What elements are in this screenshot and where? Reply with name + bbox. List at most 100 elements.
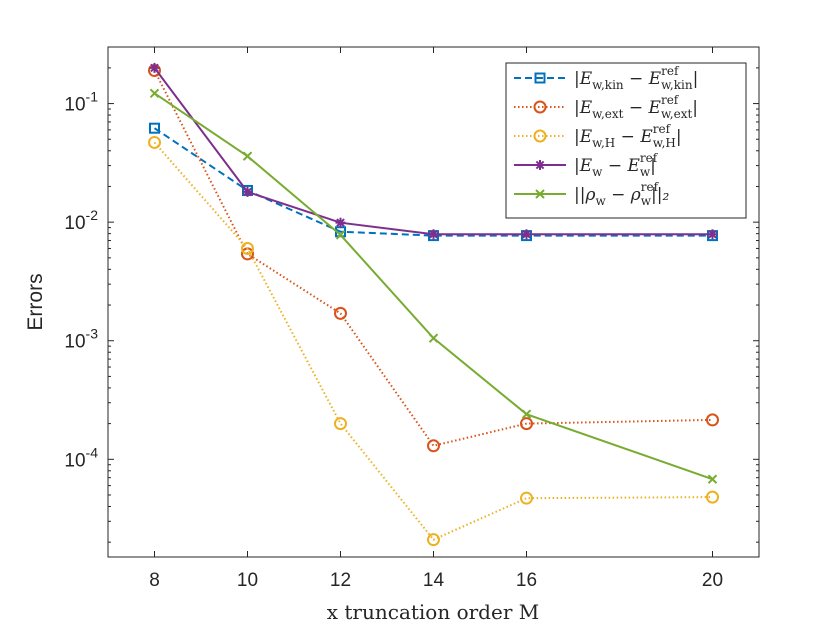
legend-label-part: w — [595, 194, 606, 208]
legend-label-part: ref — [661, 64, 680, 78]
x-tick-label: 8 — [149, 570, 160, 591]
series-circle — [148, 135, 719, 547]
y-tick-exponent: -3 — [86, 326, 99, 342]
legend-label-part: ref — [641, 180, 660, 194]
y-tick-base: 10 — [64, 332, 85, 353]
y-tick-base: 10 — [64, 95, 85, 116]
data-point-marker — [706, 413, 719, 427]
legend-label-part: w,ext — [592, 107, 624, 121]
data-point-marker — [334, 306, 347, 320]
data-point-marker — [335, 230, 346, 240]
x-tick-label: 16 — [516, 570, 537, 591]
legend-label: |Ew,ext − Eref w,ext| — [574, 93, 698, 121]
series-line — [153, 70, 713, 447]
y-axis-label: Errors — [24, 273, 47, 330]
legend-label: |Ew − Eref w| — [574, 151, 659, 179]
legend: |Ew,kin − Eref w,kin||Ew,ext − Eref w,ext|… — [505, 62, 747, 219]
y-tick-label: 10-1 — [64, 89, 98, 116]
data-point-marker — [706, 490, 719, 504]
data-point-marker — [533, 129, 547, 143]
legend-entry: |Ew,kin − Eref w,kin| — [514, 64, 698, 92]
legend-label: |Ew,H − Eref w,H| — [574, 122, 682, 150]
series-asterisk — [149, 62, 718, 240]
legend-entry: |Ew,ext − Eref w,ext| — [514, 93, 698, 121]
x-axis-label: x truncation order M — [327, 600, 539, 624]
data-point-marker — [242, 186, 253, 197]
series-line — [153, 127, 713, 237]
legend-label-part: w,kin — [592, 78, 624, 92]
legend-label-part: |E — [574, 69, 593, 89]
y-tick-exponent: -4 — [86, 444, 99, 460]
x-tick-label: 14 — [423, 570, 445, 591]
legend-label-part: w,ext — [661, 107, 693, 121]
legend-label-part: ref — [640, 151, 659, 165]
legend-label-part: | — [650, 156, 656, 176]
data-point-marker — [428, 333, 439, 343]
legend-label-part: − ρ — [606, 185, 641, 205]
legend-label-part: w,kin — [661, 78, 693, 92]
y-axis: 10-410-310-210-1 — [64, 67, 759, 543]
data-point-marker — [533, 100, 547, 114]
legend-label-part: | — [693, 69, 699, 89]
legend-label-part: ref — [653, 122, 672, 136]
data-point-marker — [427, 533, 440, 547]
y-tick-label: 10-2 — [64, 207, 98, 234]
data-point-marker — [535, 189, 545, 199]
y-tick-exponent: -1 — [86, 89, 99, 105]
data-point-marker — [334, 417, 347, 431]
legend-label-part: w — [592, 165, 603, 179]
data-point-marker — [148, 135, 161, 149]
data-point-marker — [521, 229, 532, 240]
data-point-marker — [241, 241, 254, 255]
x-axis: 8 10 12 14 16 20 — [149, 47, 723, 591]
data-point-marker — [242, 151, 253, 161]
series-line — [153, 141, 713, 541]
legend-label-part: w — [641, 194, 652, 208]
data-point-marker — [521, 409, 532, 419]
y-tick-label: 10-3 — [64, 326, 98, 353]
data-point-marker — [534, 72, 546, 84]
series-line — [153, 92, 713, 481]
legend-label-part: − E — [624, 98, 662, 118]
series-layer — [148, 62, 719, 547]
legend-label-part: | — [692, 98, 698, 118]
data-point-marker — [335, 217, 346, 228]
data-point-marker — [707, 229, 718, 240]
y-tick-label: 10-4 — [64, 444, 98, 471]
legend-box — [505, 62, 747, 219]
legend-label-part: w,H — [592, 136, 615, 150]
legend-label-part: |E — [574, 127, 593, 147]
legend-label-part: |E — [574, 156, 593, 176]
legend-entry: ||ρw − ρref w||₂ — [514, 180, 669, 208]
legend-label-part: ||ρ — [574, 185, 595, 205]
legend-label-part: | — [676, 127, 682, 147]
legend-label-part: − E — [624, 69, 662, 89]
legend-entry: |Ew − Eref w| — [514, 151, 659, 179]
legend-label-part: − E — [615, 127, 653, 147]
series-x — [149, 88, 718, 484]
y-tick-base: 10 — [64, 213, 85, 234]
x-tick-label: 20 — [702, 570, 723, 591]
legend-entry: |Ew,H − Eref w,H| — [514, 122, 682, 150]
data-point-marker — [707, 474, 718, 484]
series-line — [153, 67, 713, 236]
data-point-marker — [149, 62, 160, 73]
legend-label-part: w,H — [653, 136, 676, 150]
legend-label-part: ||₂ — [651, 185, 669, 205]
legend-label: |Ew,kin − Eref w,kin| — [574, 64, 698, 92]
data-point-marker — [149, 122, 160, 134]
x-tick-label: 10 — [237, 570, 258, 591]
x-tick-label: 12 — [330, 570, 351, 591]
legend-label-part: ref — [661, 93, 680, 107]
legend-label-part: w — [640, 165, 651, 179]
legend-label: ||ρw − ρref w||₂ — [574, 180, 669, 208]
data-point-marker — [149, 88, 160, 99]
data-point-marker — [428, 229, 439, 240]
y-tick-base: 10 — [64, 450, 85, 471]
data-point-marker — [520, 417, 533, 431]
legend-label-part: − E — [602, 156, 640, 176]
legend-label-part: |E — [574, 98, 593, 118]
y-tick-exponent: -2 — [86, 207, 99, 223]
data-point-marker — [520, 491, 533, 505]
